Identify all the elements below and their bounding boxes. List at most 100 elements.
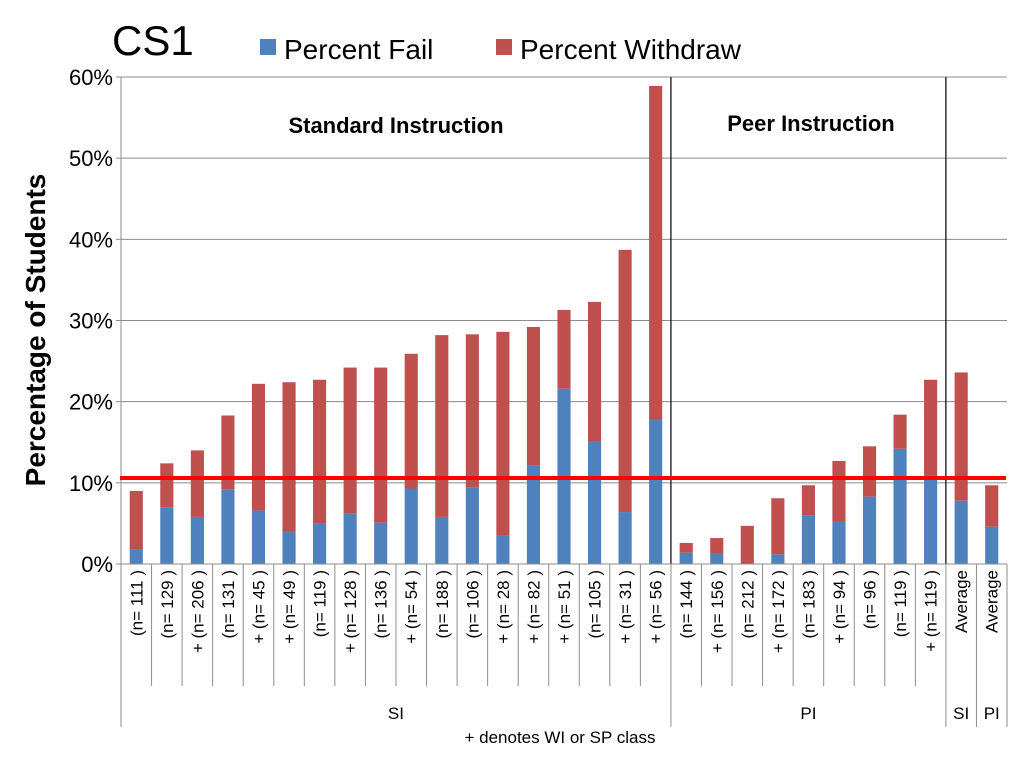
category-label: (n= 111 ) [127,570,146,636]
group-label: SI [388,704,404,723]
region-label-standard: Standard Instruction [288,113,503,138]
legend-label-withdraw: Percent Withdraw [520,34,742,65]
bar-percent-withdraw [893,414,907,449]
category-label: + (n= 56 ) [647,570,666,644]
group-label: PI [984,704,1000,723]
category-labels: (n= 111 ) (n= 129 ) + (n= 206 ) (n= 131 ) + … [127,570,1001,653]
bar-percent-withdraw [832,460,846,521]
bar-percent-fail [221,489,235,564]
category-label: (n= 144 ) [677,570,696,639]
bar-percent-fail [954,500,968,564]
bar-percent-fail [374,522,388,564]
bar-percent-fail [618,512,632,564]
bar-percent-withdraw [221,415,235,490]
bar-percent-fail [801,515,815,564]
category-label: (n= 188 ) [433,570,452,639]
group-labels: SI PI SI PI [388,704,1000,723]
category-label: + (n= 45 ) [249,570,268,644]
category-label: + (n= 128 ) [341,570,360,653]
category-label: (n= 119 ) [891,570,910,637]
category-label: + (n= 172 ) [769,570,788,653]
bar-percent-withdraw [801,485,815,516]
bar-percent-withdraw [374,367,388,523]
bar-percent-withdraw [313,379,327,524]
bar-percent-withdraw [679,542,693,553]
bar-percent-withdraw [404,353,418,489]
bar-percent-withdraw [924,379,938,476]
category-label: + (n= 206 ) [188,570,207,653]
category-label: + (n= 28 ) [494,570,513,644]
category-label: + (n= 119 ) [922,570,941,652]
bar-percent-fail [771,554,785,564]
category-label: + (n= 51 ) [555,570,574,644]
y-tick-label: 0% [81,552,113,577]
bar-percent-withdraw [985,485,999,527]
category-label: + (n= 49 ) [280,570,299,644]
bar-percent-fail [710,553,724,564]
bar-percent-fail [862,496,877,564]
y-tick-label: 50% [69,146,113,171]
y-tick-label: 20% [69,390,113,415]
bar-percent-fail [649,419,663,564]
category-label: (n= 96 ) [861,570,880,629]
bar-percent-withdraw [954,372,968,501]
bar-percent-fail [526,465,541,564]
category-label: (n= 131 ) [219,570,238,639]
bar-percent-withdraw [435,335,449,517]
bar-percent-fail [313,523,327,564]
y-tick-label: 30% [69,309,113,334]
bar-percent-withdraw [649,85,663,420]
bar-percent-withdraw [740,525,754,564]
bar-percent-fail [893,448,907,564]
bar-percent-withdraw [190,450,204,517]
bar-percent-withdraw [526,326,541,466]
bar-percent-withdraw [618,249,632,513]
category-label: + (n= 94 ) [830,570,849,644]
bar-percent-fail [343,513,357,564]
bar-percent-fail [465,487,479,564]
footnote: + denotes WI or SP class [464,728,655,747]
region-label-peer: Peer Instruction [727,111,894,136]
category-label: (n= 183 ) [799,570,818,639]
bars [129,85,999,564]
bar-percent-fail [190,516,204,564]
region-dividers [670,77,947,564]
category-label: (n= 212 ) [738,570,757,639]
y-tick-label: 10% [69,471,113,496]
category-label: + (n= 54 ) [402,570,421,644]
bar-percent-fail [282,531,296,564]
bar-percent-withdraw [129,490,143,550]
bar-percent-fail [496,535,510,564]
category-label: Average [952,570,971,633]
category-label: + (n= 31 ) [616,570,635,644]
y-tick-labels: 0% 10% 20% 30% 40% 50% 60% [69,65,113,577]
y-tick-label: 60% [69,65,113,90]
bar-percent-withdraw [160,463,174,508]
bar-percent-withdraw [557,309,571,389]
bar-percent-withdraw [343,367,357,514]
bar-percent-fail [832,520,846,564]
y-axis-label: Percentage of Students [20,174,51,487]
bar-percent-fail [160,507,174,564]
category-label: Average [983,570,1002,633]
category-label: (n= 119 ) [311,570,330,637]
bar-percent-fail [924,475,938,564]
category-label: (n= 106 ) [463,570,482,639]
category-label: (n= 136 ) [372,570,391,639]
axes [120,77,1008,727]
bar-percent-fail [435,516,449,564]
category-label: + (n= 156 ) [708,570,727,653]
bar-percent-fail [251,510,266,564]
bar-percent-withdraw [710,538,724,554]
bar-percent-fail [129,549,143,564]
bar-percent-fail [404,488,418,564]
bar-percent-withdraw [496,331,510,536]
group-label: SI [953,704,969,723]
bar-percent-fail [587,441,602,564]
bar-percent-withdraw [587,301,602,442]
bar-percent-withdraw [251,383,266,511]
bar-percent-withdraw [282,382,296,532]
bar-percent-fail [985,526,999,564]
bar-percent-withdraw [465,334,479,488]
bar-percent-withdraw [862,446,877,497]
